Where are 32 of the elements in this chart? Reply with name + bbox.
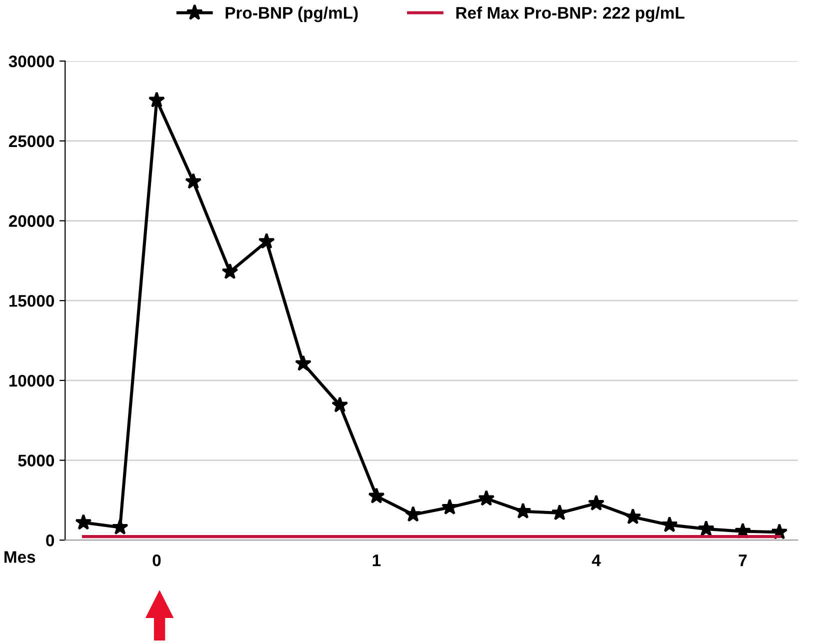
point — [588, 494, 605, 511]
point — [294, 354, 312, 371]
point — [661, 516, 678, 532]
point — [75, 514, 92, 530]
x-axis-title: Mes — [4, 551, 36, 563]
point — [148, 92, 166, 108]
y-tick-label: 10000 — [9, 374, 54, 387]
y-tick-label: 20000 — [8, 215, 54, 227]
point — [112, 518, 128, 535]
point — [551, 504, 568, 520]
point — [258, 232, 275, 249]
point — [332, 396, 348, 412]
point — [222, 263, 238, 280]
point — [624, 508, 642, 524]
x-tick-label: 1 — [372, 554, 381, 566]
legend-label: Pro-BNP (pg/mL) — [226, 6, 358, 22]
legend-label: Ref Max Pro-BNP: 222 pg/mL — [456, 6, 684, 22]
y-tick-label: 30000 — [8, 55, 54, 68]
y-tick-label: 15000 — [9, 295, 54, 307]
point — [698, 520, 714, 536]
x-tick-label: 4 — [592, 554, 601, 566]
y-tick-label: 25000 — [8, 135, 54, 148]
point — [478, 490, 495, 506]
x-tick-label: 0 — [152, 554, 161, 566]
y-tick-label: 5000 — [18, 454, 54, 466]
x-tick-label: 7 — [738, 554, 747, 566]
point — [514, 502, 532, 519]
point — [185, 172, 202, 189]
point — [441, 498, 458, 515]
point — [368, 488, 385, 504]
y-tick-label: 0 — [46, 534, 54, 546]
point — [404, 506, 422, 522]
